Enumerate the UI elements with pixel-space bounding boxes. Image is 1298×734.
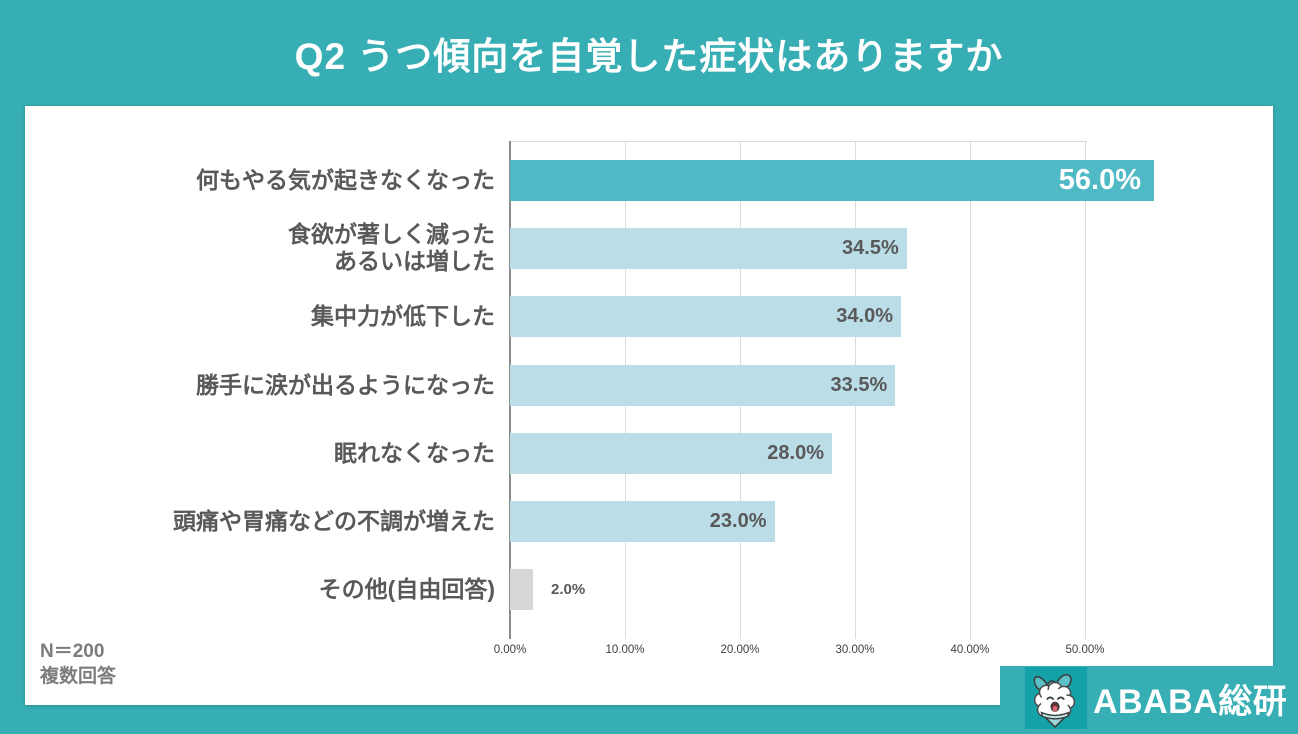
x-tick-label: 10.00%: [605, 644, 645, 656]
x-tick-label: 40.00%: [950, 644, 990, 656]
value-label: 23.0%: [709, 510, 767, 533]
value-label: 56.0%: [1058, 163, 1141, 196]
plot-top-border: [510, 141, 1087, 142]
value-label: 34.0%: [836, 305, 893, 328]
bar-track: 23.0%: [495, 487, 1273, 555]
chart-row: 勝手に涙が出るようになった 33.5%: [25, 351, 1273, 419]
chart-row: 集中力が低下した 34.0%: [25, 283, 1273, 351]
bar-track: 2.0%: [495, 556, 1273, 624]
bar: 28.0%: [510, 432, 832, 474]
chart-row: 眠れなくなった 28.0%: [25, 419, 1273, 487]
footnote: N＝200 複数回答: [40, 639, 116, 689]
logo-text: ABABA総研: [1093, 682, 1288, 721]
bar: 56.0%: [510, 159, 1154, 201]
chart-panel: 何もやる気が起きなくなった 56.0% 食欲が著しく減った あるいは増した 34.5% 集…: [25, 106, 1273, 705]
bar-rows: 何もやる気が起きなくなった 56.0% 食欲が著しく減った あるいは増した 34.5% 集…: [25, 146, 1273, 624]
x-tick-label: 0.00%: [493, 644, 527, 656]
bar-track: 28.0%: [495, 419, 1273, 487]
alpaca-mascot-svg: [1033, 673, 1076, 729]
category-label: その他(自由回答): [318, 576, 495, 603]
value-label: 34.5%: [842, 236, 899, 259]
gridline: [1085, 141, 1086, 639]
category-label: 勝手に涙が出るようになった: [196, 371, 495, 398]
alpaca-mascot-icon: [1025, 667, 1087, 729]
chart-row: 食欲が著しく減った あるいは増した 34.5%: [25, 214, 1273, 282]
brand-logo: ABABA総研: [1000, 666, 1298, 730]
value-label: 33.5%: [830, 373, 888, 396]
bar: [510, 569, 533, 611]
bar-track: 33.5%: [495, 351, 1273, 419]
x-tick-label: 50.00%: [1065, 644, 1105, 656]
value-label: 28.0%: [767, 441, 824, 464]
chart-row: その他(自由回答) 2.0%: [25, 556, 1273, 624]
category-label: 眠れなくなった: [334, 439, 495, 466]
bar: 33.5%: [510, 364, 896, 406]
category-label: 頭痛や胃痛などの不調が増えた: [173, 508, 495, 535]
bar-track: 56.0%: [495, 146, 1273, 214]
chart-row: 何もやる気が起きなくなった 56.0%: [25, 146, 1273, 214]
page-title: Q2 うつ傾向を自覚した症状はありますか: [294, 36, 1004, 77]
bar: 34.0%: [510, 296, 901, 338]
bar-track: 34.0%: [495, 283, 1273, 351]
bar: 34.5%: [510, 227, 907, 269]
bar-track: 34.5%: [495, 214, 1273, 282]
footnote-sample-size: N＝200: [40, 641, 105, 662]
category-label: 集中力が低下した: [311, 303, 495, 330]
value-label: 2.0%: [551, 581, 586, 599]
bar: 23.0%: [510, 501, 775, 543]
footnote-multiple-answers: 複数回答: [40, 666, 117, 687]
gridline: [970, 141, 971, 639]
category-label: 何もやる気が起きなくなった: [196, 166, 495, 193]
category-label: 食欲が著しく減った あるいは増した: [288, 221, 495, 275]
x-tick-label: 20.00%: [720, 644, 760, 656]
x-tick-label: 30.00%: [835, 644, 875, 656]
chart-row: 頭痛や胃痛などの不調が増えた 23.0%: [25, 487, 1273, 555]
